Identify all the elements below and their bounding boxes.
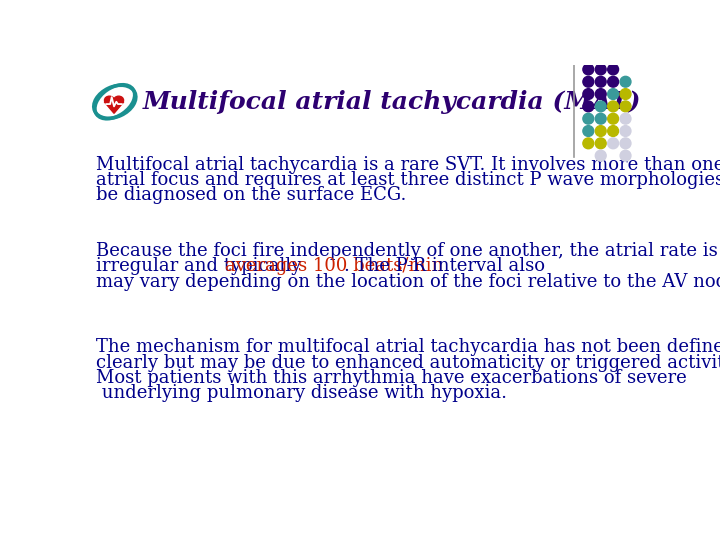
Text: Multifocal atrial tachycardia (MAT): Multifocal atrial tachycardia (MAT) [143,90,642,114]
Circle shape [608,101,618,112]
Text: The mechanism for multifocal atrial tachycardia has not been defined: The mechanism for multifocal atrial tach… [96,338,720,356]
Circle shape [583,101,594,112]
Text: Most patients with this arrhythmia have exacerbations of severe: Most patients with this arrhythmia have … [96,369,687,387]
Text: . The P-R interval also: . The P-R interval also [344,257,545,275]
Text: Multifocal atrial tachycardia is a rare SVT. It involves more than one: Multifocal atrial tachycardia is a rare … [96,156,720,174]
Text: be diagnosed on the surface ECG.: be diagnosed on the surface ECG. [96,186,407,205]
Circle shape [583,138,594,148]
Circle shape [608,89,618,99]
Text: averages 100 beats/min: averages 100 beats/min [225,257,444,275]
Circle shape [595,113,606,124]
Circle shape [608,76,618,87]
Circle shape [595,76,606,87]
Circle shape [595,138,606,148]
Circle shape [620,101,631,112]
Circle shape [583,64,594,75]
Circle shape [620,76,631,87]
Circle shape [595,126,606,137]
Circle shape [608,126,618,137]
Text: clearly but may be due to enhanced automaticity or triggered activity.: clearly but may be due to enhanced autom… [96,354,720,372]
Circle shape [583,126,594,137]
Circle shape [620,126,631,137]
Polygon shape [104,102,124,113]
Circle shape [595,101,606,112]
Circle shape [595,89,606,99]
Ellipse shape [114,96,124,104]
Circle shape [608,64,618,75]
Circle shape [608,113,618,124]
Text: underlying pulmonary disease with hypoxia.: underlying pulmonary disease with hypoxi… [96,384,507,402]
Text: may vary depending on the location of the foci relative to the AV node: may vary depending on the location of th… [96,273,720,291]
Circle shape [595,64,606,75]
Circle shape [583,89,594,99]
Circle shape [620,113,631,124]
Circle shape [595,150,606,161]
Circle shape [620,150,631,161]
Circle shape [608,138,618,148]
Circle shape [620,138,631,148]
Text: Because the foci fire independently of one another, the atrial rate is: Because the foci fire independently of o… [96,242,718,260]
Text: irregular and typically: irregular and typically [96,257,307,275]
Text: atrial focus and requires at least three distinct P wave morphologies to: atrial focus and requires at least three… [96,171,720,189]
Circle shape [620,89,631,99]
Circle shape [583,113,594,124]
Circle shape [583,76,594,87]
Ellipse shape [104,96,114,104]
